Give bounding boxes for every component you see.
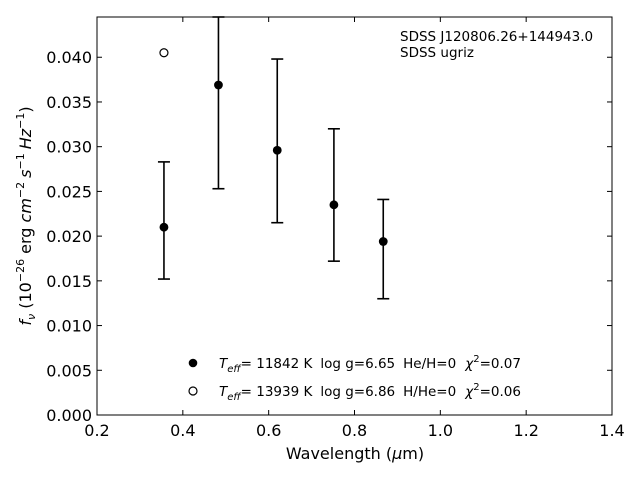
data-point-filled [214, 80, 223, 90]
legend-marker-open [188, 386, 198, 396]
data-point-filled [159, 222, 169, 232]
y-tick-label: 0.020 [46, 227, 92, 246]
data-point-open [159, 48, 169, 58]
x-tick-label: 0.6 [256, 421, 281, 440]
y-tick-label: 0.030 [46, 138, 92, 157]
x-axis-label: Wavelength (μm) [286, 444, 424, 463]
data-point-filled [378, 237, 388, 246]
annotation-bands: SDSS ugriz [400, 45, 474, 61]
y-tick-label: 0.005 [46, 361, 92, 380]
x-tick-label: 1.2 [513, 421, 538, 440]
annotation-object: SDSS J120806.26+144943.0 [400, 29, 593, 45]
legend-marker-filled [188, 358, 198, 368]
data-point-filled [272, 145, 282, 155]
y-tick-label: 0.040 [46, 48, 92, 67]
x-tick-label: 1.4 [599, 421, 624, 440]
y-axis-label: fν (10−26 erg cm−2s−1Hz−1) [14, 106, 38, 325]
x-tick-label: 0.4 [170, 421, 195, 440]
axis-ticks: 0.2 0.4 0.6 0.8 1.0 1.2 1.4 0.000 0.005 0.010 0.01… [46, 17, 625, 440]
y-tick-label: 0.025 [46, 182, 92, 201]
x-tick-label: 0.2 [84, 421, 109, 440]
data-marks [157, 16, 390, 300]
y-tick-label: 0.035 [46, 93, 92, 112]
y-tick-label: 0.000 [46, 406, 92, 425]
y-tick-label: 0.015 [46, 272, 92, 291]
x-tick-label: 0.8 [342, 421, 367, 440]
x-tick-label: 1.0 [428, 421, 453, 440]
data-point-filled [329, 200, 339, 210]
y-tick-label: 0.010 [46, 317, 92, 336]
